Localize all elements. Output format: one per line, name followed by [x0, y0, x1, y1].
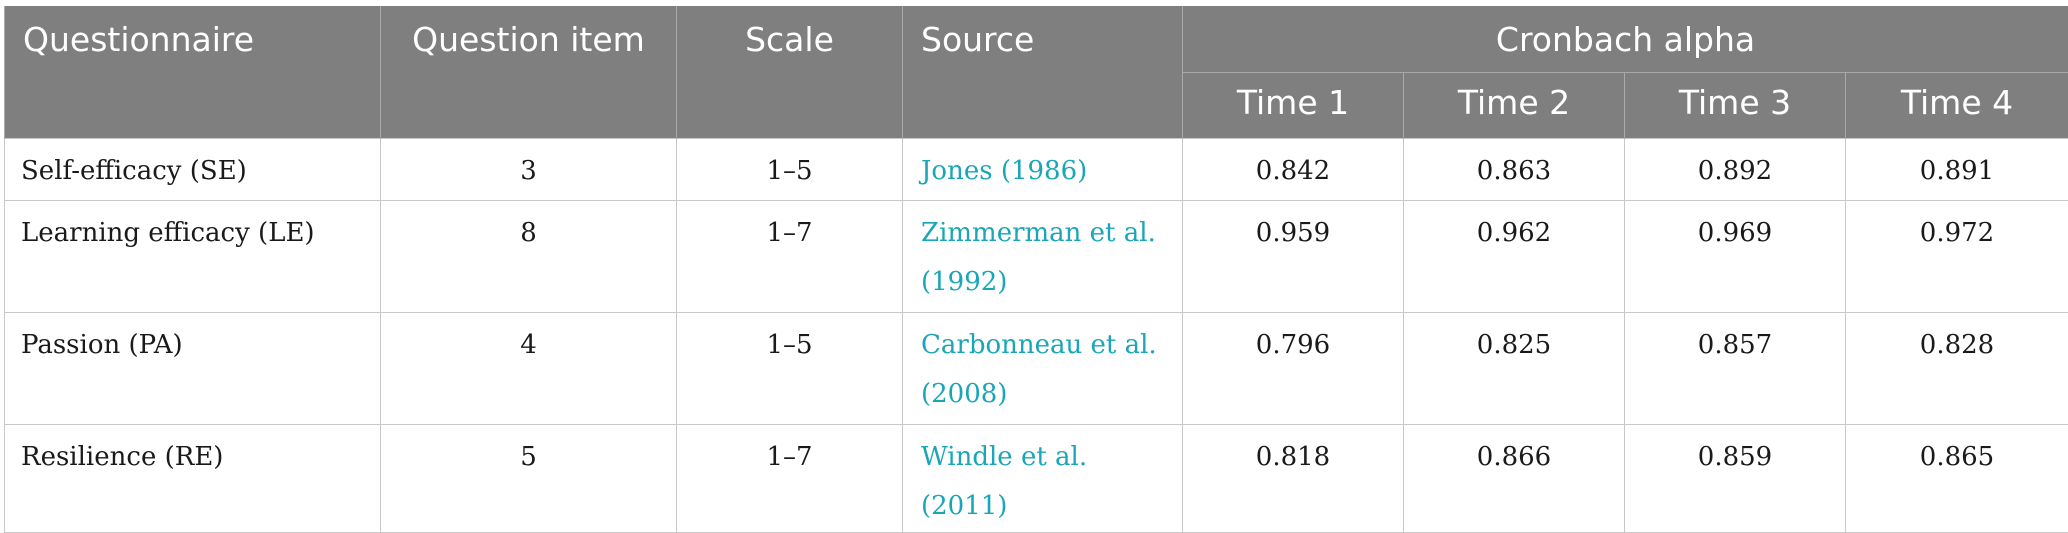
cell-alpha-time-2: 0.863	[1404, 138, 1625, 200]
cell-alpha-time-1: 0.796	[1183, 312, 1404, 424]
table-row: Resilience (RE) 5 1–7 Windle et al. (201…	[5, 424, 2068, 532]
header-time-3: Time 3	[1625, 72, 1846, 138]
header-time-1: Time 1	[1183, 72, 1404, 138]
header-row-1: Questionnaire Question item Scale Source…	[5, 6, 2068, 72]
cell-scale: 1–7	[677, 424, 903, 532]
cell-alpha-time-1: 0.818	[1183, 424, 1404, 532]
cell-questionnaire: Self-efficacy (SE)	[5, 138, 381, 200]
reliability-table: Questionnaire Question item Scale Source…	[4, 6, 2068, 533]
cell-question-item: 4	[381, 312, 677, 424]
cell-alpha-time-2: 0.825	[1404, 312, 1625, 424]
cell-alpha-time-2: 0.866	[1404, 424, 1625, 532]
cell-questionnaire: Resilience (RE)	[5, 424, 381, 532]
cell-question-item: 8	[381, 200, 677, 312]
table-row: Self-efficacy (SE) 3 1–5 Jones (1986) 0.…	[5, 138, 2068, 200]
header-question-item: Question item	[381, 6, 677, 138]
header-scale: Scale	[677, 6, 903, 138]
cell-question-item: 5	[381, 424, 677, 532]
cell-alpha-time-3: 0.969	[1625, 200, 1846, 312]
cell-alpha-time-3: 0.892	[1625, 138, 1846, 200]
cell-alpha-time-4: 0.828	[1846, 312, 2068, 424]
cell-source-link[interactable]: Carbonneau et al. (2008)	[903, 312, 1183, 424]
cell-alpha-time-1: 0.959	[1183, 200, 1404, 312]
header-source: Source	[903, 6, 1183, 138]
cell-scale: 1–5	[677, 138, 903, 200]
header-cronbach-alpha: Cronbach alpha	[1183, 6, 2068, 72]
cell-source-link[interactable]: Windle et al. (2011)	[903, 424, 1183, 532]
table-body: Self-efficacy (SE) 3 1–5 Jones (1986) 0.…	[5, 138, 2068, 532]
reliability-table-container: Questionnaire Question item Scale Source…	[4, 6, 2068, 533]
cell-alpha-time-2: 0.962	[1404, 200, 1625, 312]
cell-alpha-time-3: 0.859	[1625, 424, 1846, 532]
cell-alpha-time-4: 0.891	[1846, 138, 2068, 200]
cell-source-link[interactable]: Zimmerman et al. (1992)	[903, 200, 1183, 312]
cell-question-item: 3	[381, 138, 677, 200]
cell-alpha-time-4: 0.865	[1846, 424, 2068, 532]
cell-source-link[interactable]: Jones (1986)	[903, 138, 1183, 200]
cell-questionnaire: Passion (PA)	[5, 312, 381, 424]
header-questionnaire: Questionnaire	[5, 6, 381, 138]
table-row: Learning efficacy (LE) 8 1–7 Zimmerman e…	[5, 200, 2068, 312]
cell-alpha-time-3: 0.857	[1625, 312, 1846, 424]
header-time-2: Time 2	[1404, 72, 1625, 138]
cell-scale: 1–7	[677, 200, 903, 312]
table-header: Questionnaire Question item Scale Source…	[5, 6, 2068, 138]
header-time-4: Time 4	[1846, 72, 2068, 138]
table-row: Passion (PA) 4 1–5 Carbonneau et al. (20…	[5, 312, 2068, 424]
cell-questionnaire: Learning efficacy (LE)	[5, 200, 381, 312]
cell-alpha-time-4: 0.972	[1846, 200, 2068, 312]
cell-alpha-time-1: 0.842	[1183, 138, 1404, 200]
cell-scale: 1–5	[677, 312, 903, 424]
